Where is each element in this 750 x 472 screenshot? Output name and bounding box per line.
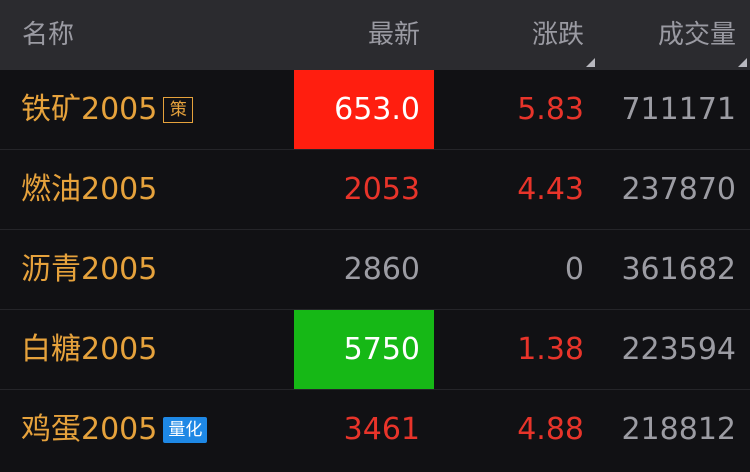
contract-name-text: 燃油2005 bbox=[21, 172, 158, 207]
price-change: 5.83 bbox=[517, 92, 584, 127]
row-divider bbox=[0, 149, 750, 150]
volume: 237870 bbox=[621, 172, 736, 207]
row-divider bbox=[0, 309, 750, 310]
table-row[interactable]: 鸡蛋2005 量化 3461 4.88 218812 bbox=[0, 390, 750, 472]
last-price-highlight: 653.0 bbox=[294, 70, 434, 150]
policy-badge: 策 bbox=[163, 97, 194, 123]
contract-name-text: 铁矿2005 bbox=[21, 92, 158, 127]
volume: 361682 bbox=[621, 252, 736, 287]
price-change: 0 bbox=[564, 252, 584, 287]
row-divider bbox=[0, 389, 750, 390]
sort-indicator-icon[interactable] bbox=[738, 58, 747, 67]
last-price-cell: 2860 bbox=[294, 230, 434, 310]
column-header-name[interactable]: 名称 bbox=[22, 20, 75, 50]
contract-name: 白糖2005 bbox=[21, 310, 157, 390]
row-divider bbox=[0, 229, 750, 230]
volume: 218812 bbox=[621, 412, 736, 447]
last-price: 2053 bbox=[343, 172, 420, 207]
last-price-cell: 3461 bbox=[294, 390, 434, 470]
price-change: 4.43 bbox=[517, 172, 584, 207]
last-price: 3461 bbox=[343, 412, 420, 447]
last-price: 5750 bbox=[343, 332, 420, 367]
contract-name: 燃油2005 bbox=[21, 150, 157, 230]
contract-name: 沥青2005 bbox=[21, 230, 157, 310]
price-change: 1.38 bbox=[517, 332, 584, 367]
contract-name-text: 鸡蛋2005 bbox=[21, 412, 158, 447]
price-change: 4.88 bbox=[517, 412, 584, 447]
table-row[interactable]: 铁矿2005 策 653.0 5.83 711171 bbox=[0, 70, 750, 150]
column-header-change[interactable]: 涨跌 bbox=[531, 20, 584, 50]
volume: 711171 bbox=[621, 92, 736, 127]
contract-name-text: 沥青2005 bbox=[21, 252, 158, 287]
column-header-volume[interactable]: 成交量 bbox=[657, 20, 736, 50]
sort-indicator-icon[interactable] bbox=[586, 58, 595, 67]
volume: 223594 bbox=[621, 332, 736, 367]
last-price-highlight: 5750 bbox=[294, 310, 434, 390]
contract-name: 铁矿2005 策 bbox=[21, 70, 194, 150]
table-header: 名称 最新 涨跌 成交量 bbox=[0, 0, 750, 70]
contract-name-text: 白糖2005 bbox=[21, 332, 158, 367]
last-price: 2860 bbox=[343, 252, 420, 287]
table-row[interactable]: 沥青2005 2860 0 361682 bbox=[0, 230, 750, 310]
column-header-last[interactable]: 最新 bbox=[367, 20, 420, 50]
last-price-cell: 2053 bbox=[294, 150, 434, 230]
contract-name: 鸡蛋2005 量化 bbox=[21, 390, 208, 470]
table-row[interactable]: 白糖2005 5750 1.38 223594 bbox=[0, 310, 750, 390]
quant-badge: 量化 bbox=[163, 417, 208, 443]
last-price: 653.0 bbox=[334, 92, 420, 127]
table-row[interactable]: 燃油2005 2053 4.43 237870 bbox=[0, 150, 750, 230]
